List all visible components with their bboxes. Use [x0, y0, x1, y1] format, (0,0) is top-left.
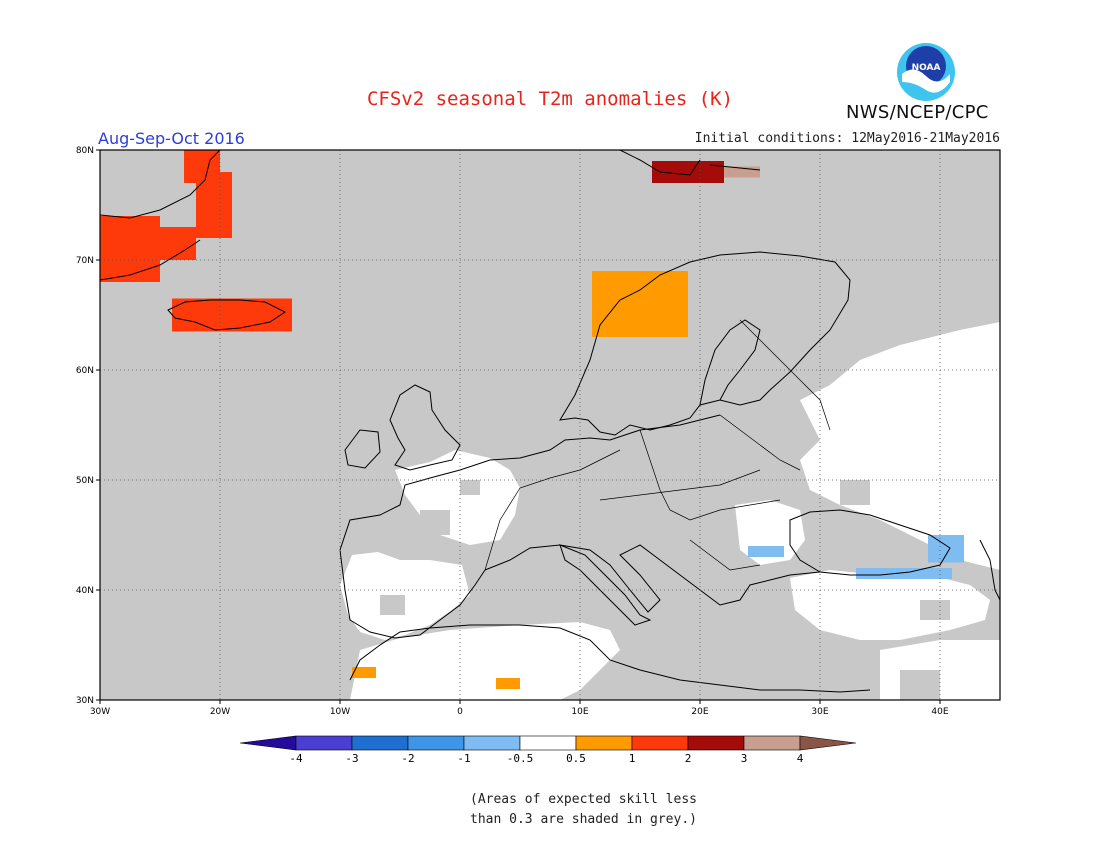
lon-tick-label: 10W [330, 707, 350, 717]
coastline-mediterranean-north [484, 544, 821, 613]
latitude-tick-labels: 30N 40N 50N 60N 70N 80N [76, 146, 100, 706]
colorbar-tick-label: 2 [685, 752, 692, 765]
country-borders [484, 319, 831, 571]
coastline-svalbard [619, 150, 761, 176]
page-title: CFSv2 seasonal T2m anomalies (K) [366, 88, 734, 110]
lat-tick-label: 80N [76, 146, 94, 156]
lon-tick-label: 20W [210, 707, 230, 717]
anomaly-field [100, 150, 1000, 700]
coastline-greenland [100, 150, 221, 281]
skill-footnote-line-2: than 0.3 are shaded in grey.) [470, 812, 697, 827]
colorbar: -4 -3 -2 -1 -0.5 0.5 1 2 3 4 [239, 735, 857, 765]
colorbar-segment [743, 735, 801, 751]
coastline-western-europe [339, 414, 721, 551]
anomaly-patch-greenland-east [160, 227, 196, 260]
colorbar-segment [295, 735, 353, 751]
anomaly-patch-norway-coast [592, 271, 688, 337]
lon-tick-label: 10E [571, 707, 588, 717]
lon-tick-label: 30W [90, 707, 110, 717]
colorbar-segment [687, 735, 745, 751]
lat-tick-label: 40N [76, 586, 94, 596]
anomaly-patch-caucasus [928, 535, 964, 563]
coastline-black-sea [789, 509, 951, 576]
coastlines [100, 150, 1000, 693]
skill-footnote-line-1: (Areas of expected skill less [470, 792, 697, 807]
colorbar-tick-label: -1 [457, 752, 470, 765]
lon-tick-label: 20E [691, 707, 708, 717]
skill-footnote: (Areas of expected skill less than 0.3 a… [470, 790, 730, 830]
anomaly-patch-iceland [172, 298, 292, 332]
white-region-east [800, 322, 1000, 570]
lon-tick-label: 30E [811, 707, 828, 717]
colorbar-arrow-right [799, 735, 857, 751]
noaa-logo-text: NOAA [912, 63, 941, 73]
colorbar-arrow-left [239, 735, 297, 751]
coastline-caspian [979, 539, 1000, 601]
colorbar-tick-label: 0.5 [566, 752, 586, 765]
lat-tick-label: 60N [76, 366, 94, 376]
lon-tick-label: 0 [457, 707, 463, 717]
colorbar-tick-label: -2 [401, 752, 414, 765]
anomaly-patch-greenland-interior-coast [196, 172, 232, 238]
anomaly-patch-svalbard-east [724, 166, 760, 178]
coastline-iberia [339, 549, 486, 639]
colorbar-segment [351, 735, 409, 751]
colorbar-tick-label: 3 [741, 752, 748, 765]
coastline-iceland [167, 299, 286, 331]
coastline-gulf-bothnia [699, 319, 761, 406]
colorbar-tick-label: 1 [629, 752, 636, 765]
colorbar-tick-label: 4 [797, 752, 804, 765]
colorbar-segment [519, 735, 577, 751]
forecast-period: Aug-Sep-Oct 2016 [98, 129, 245, 148]
white-region-north-africa [350, 622, 620, 700]
colorbar-segment [631, 735, 689, 751]
coastline-british-isles [344, 384, 461, 471]
coastline-scandinavia [559, 251, 851, 436]
anomaly-patch-greenland-coast [100, 216, 160, 282]
colorbar-segment [407, 735, 465, 751]
lat-tick-label: 50N [76, 476, 94, 486]
colorbar-tick-label: -3 [345, 752, 358, 765]
anomaly-patch-lower-danube [748, 546, 784, 557]
colorbar-segment [575, 735, 633, 751]
anomaly-patch-svalbard [652, 161, 724, 183]
initial-conditions: Initial conditions: 12May2016-21May2016 [694, 131, 1000, 146]
lon-tick-label: 40E [931, 707, 948, 717]
longitude-tick-labels: 30W 20W 10W 0 10E 20E 30E 40E [90, 700, 949, 717]
colorbar-tick-label: -4 [289, 752, 303, 765]
colorbar-tick-label: -0.5 [507, 752, 534, 765]
coastline-north-africa [349, 624, 871, 693]
noaa-logo: NOAA [897, 43, 955, 101]
colorbar-segment [463, 735, 521, 751]
map-frame [99, 149, 1001, 701]
lat-tick-label: 70N [76, 256, 94, 266]
anomaly-patch-morocco [352, 667, 376, 678]
anomaly-patch-algeria [496, 678, 520, 689]
agency-label: NWS/NCEP/CPC [846, 102, 989, 123]
coastline-italy [559, 544, 652, 626]
lat-tick-label: 30N [76, 696, 94, 706]
anomaly-patch-black-sea-south [856, 568, 952, 579]
